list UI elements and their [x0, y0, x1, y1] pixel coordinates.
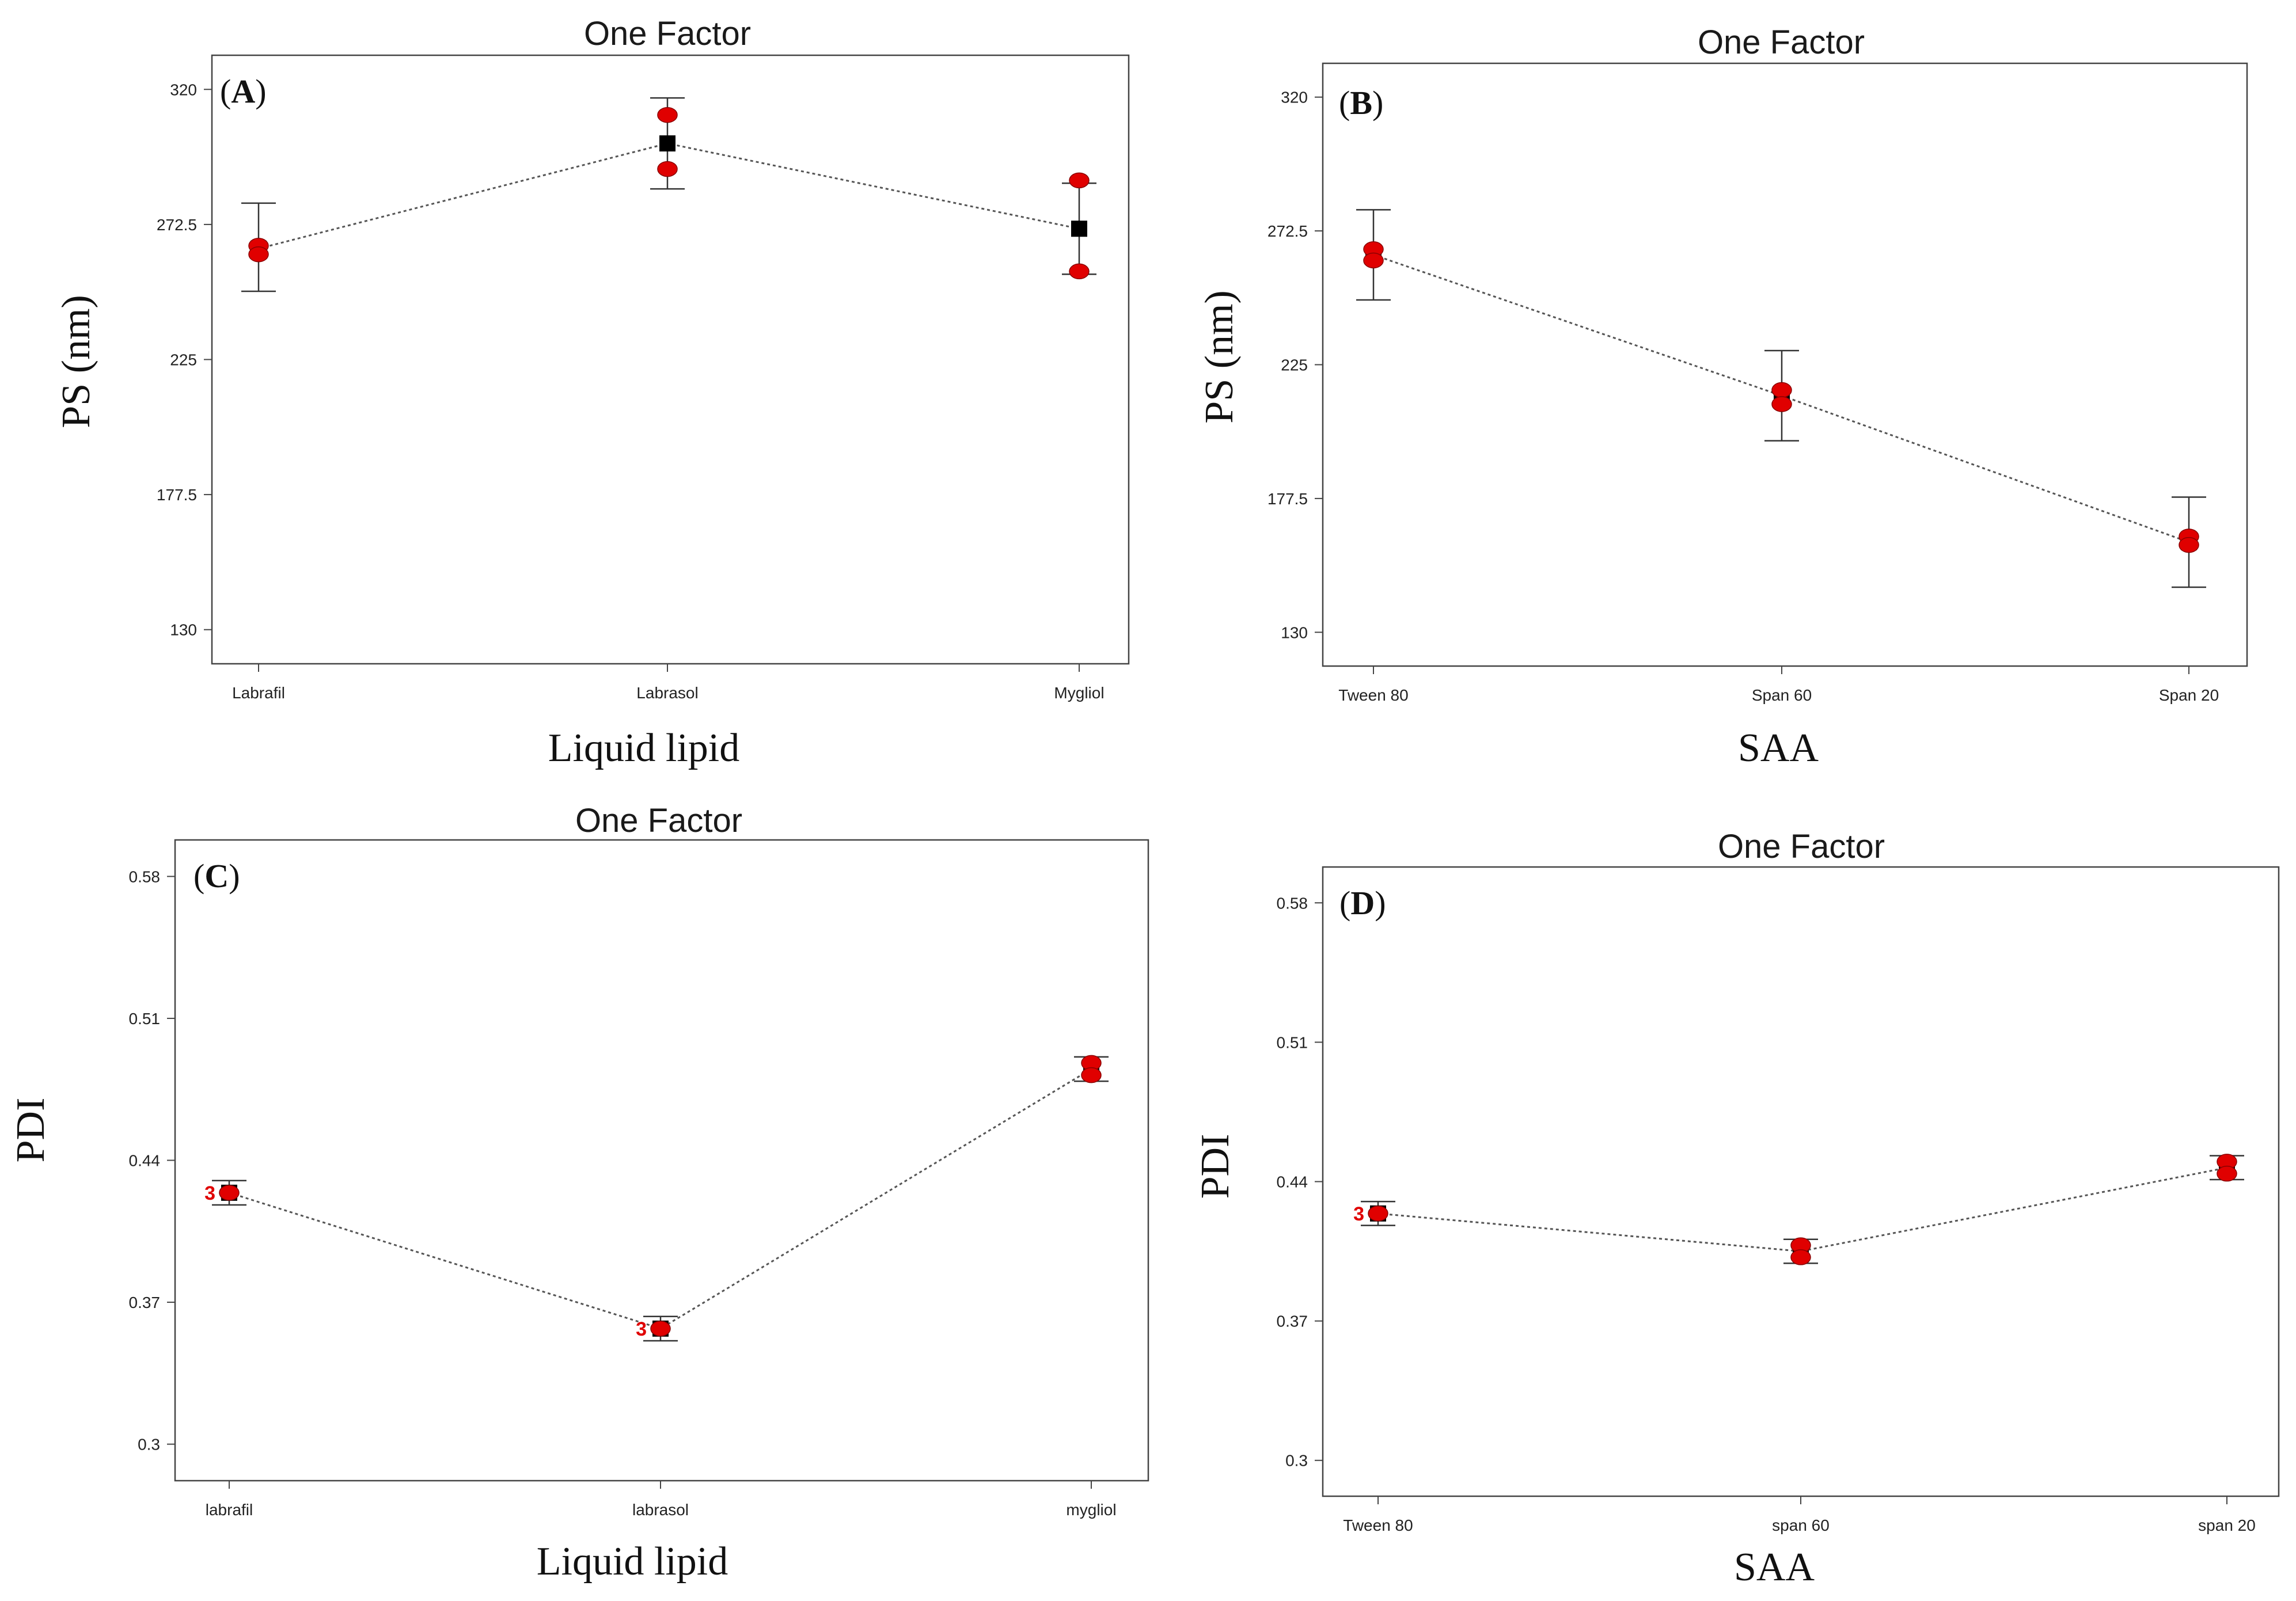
observed-point [650, 1321, 671, 1337]
observed-point [1790, 1249, 1811, 1265]
observed-point [2179, 537, 2199, 553]
x-axis-label: Liquid lipid [537, 1539, 728, 1584]
x-tick-label: span 20 [2198, 1516, 2256, 1534]
y-tick-label: 0.58 [1277, 894, 1308, 912]
observed-point [657, 161, 678, 177]
prediction-line [229, 1068, 1092, 1330]
observed-point [1368, 1205, 1388, 1222]
observed-point [2217, 1165, 2237, 1182]
x-tick-label: labrafil [206, 1501, 253, 1519]
observed-point [1081, 1067, 1102, 1083]
observed-point [219, 1185, 240, 1201]
replicate-count-label: 3 [204, 1182, 215, 1204]
plot-area [1322, 866, 2280, 1497]
y-tick-label: 0.37 [1277, 1313, 1308, 1330]
chart-panel-c: One Factor (C) 0.3 0.37 0.44 0.51 0.58 labra… [9, 802, 1149, 1584]
y-tick-label: 0.3 [1285, 1452, 1308, 1470]
y-tick-label: 225 [170, 351, 197, 369]
y-tick-label: 0.3 [138, 1436, 160, 1454]
chart-panel-b: One Factor (B) 130 177.5 225 272.5 320 Tween… [1197, 24, 2248, 770]
y-tick-label: 272.5 [1267, 222, 1308, 240]
panel-label: (C) [193, 857, 240, 895]
y-axis-label: PDI [1193, 1134, 1238, 1199]
x-tick-label: Tween 80 [1343, 1516, 1413, 1534]
x-axis-label: SAA [1734, 1545, 1815, 1589]
x-tick-label: Mygliol [1054, 684, 1104, 702]
chart-panel-a: One Factor (A) 130 177.5 225 272.5 320 Labra… [54, 15, 1130, 770]
y-tick-label: 130 [170, 621, 197, 639]
x-tick-label: Labrafil [232, 684, 285, 702]
replicate-count-label: 3 [636, 1318, 647, 1340]
y-axis-label: PS (nm) [1197, 290, 1242, 423]
mean-point [1071, 220, 1087, 237]
plot-area [1322, 62, 2248, 667]
panel-label: (A) [220, 73, 267, 110]
y-tick-label: 272.5 [157, 216, 197, 234]
y-tick-label: 177.5 [157, 486, 197, 504]
y-axis-label: PS (nm) [54, 295, 98, 428]
panel-label: (D) [1339, 884, 1386, 922]
x-tick-label: mygliol [1066, 1501, 1116, 1519]
observed-point [657, 107, 678, 123]
y-tick-label: 320 [170, 81, 197, 98]
y-tick-label: 0.58 [129, 868, 161, 885]
y-tick-label: 177.5 [1267, 490, 1308, 508]
prediction-line [258, 142, 1080, 250]
x-tick-label: Span 60 [1752, 686, 1812, 704]
x-tick-label: Labrasol [636, 684, 698, 702]
panel-label: (B) [1339, 84, 1383, 121]
y-tick-label: 0.44 [129, 1152, 161, 1170]
x-axis-label: Liquid lipid [548, 726, 740, 770]
observed-point [1069, 172, 1090, 189]
x-tick-label: span 60 [1772, 1516, 1830, 1534]
x-tick-label: labrasol [632, 1501, 689, 1519]
x-tick-label: Tween 80 [1338, 686, 1408, 704]
observed-point [1771, 396, 1792, 412]
y-tick-label: 0.37 [129, 1294, 161, 1311]
observed-point [1771, 382, 1792, 398]
observed-point [1363, 252, 1384, 269]
y-tick-label: 130 [1281, 623, 1308, 641]
y-tick-label: 0.51 [129, 1010, 161, 1028]
x-tick-label: Span 20 [2159, 686, 2219, 704]
mean-point [659, 135, 675, 152]
observed-point [1069, 263, 1090, 280]
y-tick-label: 0.51 [1277, 1033, 1308, 1051]
observed-point [248, 246, 269, 263]
chart-title: One Factor [575, 802, 742, 839]
chart-title: One Factor [1698, 24, 1865, 61]
y-axis-label: PDI [9, 1098, 53, 1163]
chart-title: One Factor [1718, 828, 1885, 865]
x-axis-label: SAA [1738, 726, 1819, 770]
y-tick-label: 0.44 [1277, 1173, 1308, 1191]
plot-area [174, 839, 1149, 1482]
replicate-count-label: 3 [1353, 1203, 1364, 1225]
chart-panel-d: One Factor (D) 0.3 0.37 0.44 0.51 0.58 Tween… [1193, 828, 2280, 1589]
y-tick-label: 225 [1281, 356, 1308, 374]
chart-title: One Factor [584, 15, 751, 52]
y-tick-label: 320 [1281, 89, 1308, 107]
